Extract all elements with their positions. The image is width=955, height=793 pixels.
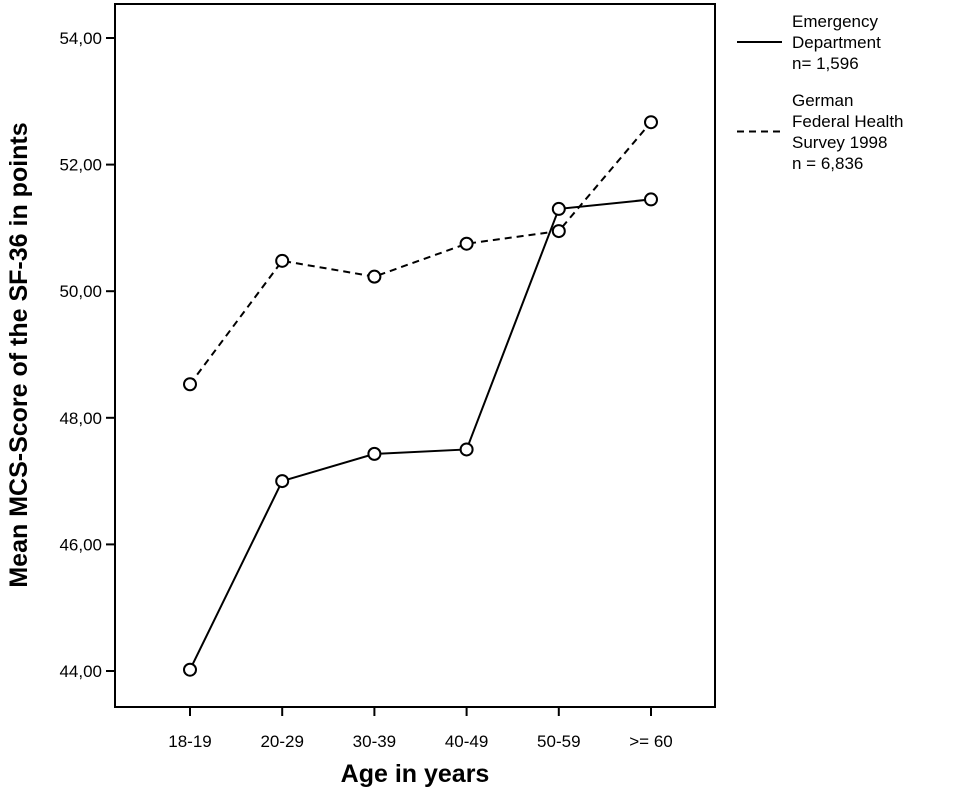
legend-label-1: n = 6,836 bbox=[792, 154, 863, 173]
series-1-point bbox=[183, 377, 197, 392]
series-0-point bbox=[551, 201, 566, 216]
series-1-point bbox=[275, 253, 290, 268]
x-tick-label: 50-59 bbox=[537, 732, 580, 751]
y-tick-label: 48,00 bbox=[59, 409, 102, 428]
legend-label-1: Federal Health bbox=[792, 112, 904, 131]
y-tick-label: 54,00 bbox=[59, 29, 102, 48]
x-axis: 18-19 20-29 30-39 40-49 50-59 >= 60 bbox=[168, 707, 673, 751]
x-tick-label: 30-39 bbox=[353, 732, 396, 751]
y-tick-label: 50,00 bbox=[59, 282, 102, 301]
series-line-1 bbox=[189, 121, 652, 385]
y-tick-label: 46,00 bbox=[59, 535, 102, 554]
x-tick-label: 18-19 bbox=[168, 732, 211, 751]
x-tick-label: 20-29 bbox=[260, 732, 303, 751]
legend: Emergency Department n= 1,596 German Federal… bbox=[737, 12, 904, 173]
plot-frame bbox=[114, 3, 716, 708]
legend-label-0: Department bbox=[792, 33, 881, 52]
y-tick-label: 44,00 bbox=[59, 662, 102, 681]
x-tick-label: 40-49 bbox=[445, 732, 488, 751]
y-tick-label: 52,00 bbox=[59, 156, 102, 175]
series-1-point bbox=[551, 224, 566, 239]
y-axis-title: Mean MCS-Score of the SF-36 in points bbox=[5, 122, 33, 587]
x-axis-title: Age in years bbox=[341, 760, 490, 788]
series-0-point bbox=[459, 442, 474, 457]
series-1-point bbox=[459, 236, 474, 251]
series-line-0 bbox=[189, 198, 652, 671]
series-0-point bbox=[644, 192, 658, 207]
series-1-point bbox=[644, 115, 658, 130]
legend-label-0: Emergency bbox=[792, 12, 878, 31]
y-axis: 44,00 46,00 48,00 50,00 52,00 54,00 bbox=[59, 29, 115, 681]
series-0-point bbox=[183, 662, 197, 677]
legend-label-1: German bbox=[792, 91, 853, 110]
legend-label-0: n= 1,596 bbox=[792, 54, 859, 73]
x-tick-label: >= 60 bbox=[629, 732, 673, 751]
series-layer bbox=[183, 115, 658, 677]
series-1-point bbox=[367, 269, 382, 284]
series-0-point bbox=[275, 474, 290, 489]
series-0-point bbox=[367, 446, 382, 461]
legend-label-1: Survey 1998 bbox=[792, 133, 887, 152]
